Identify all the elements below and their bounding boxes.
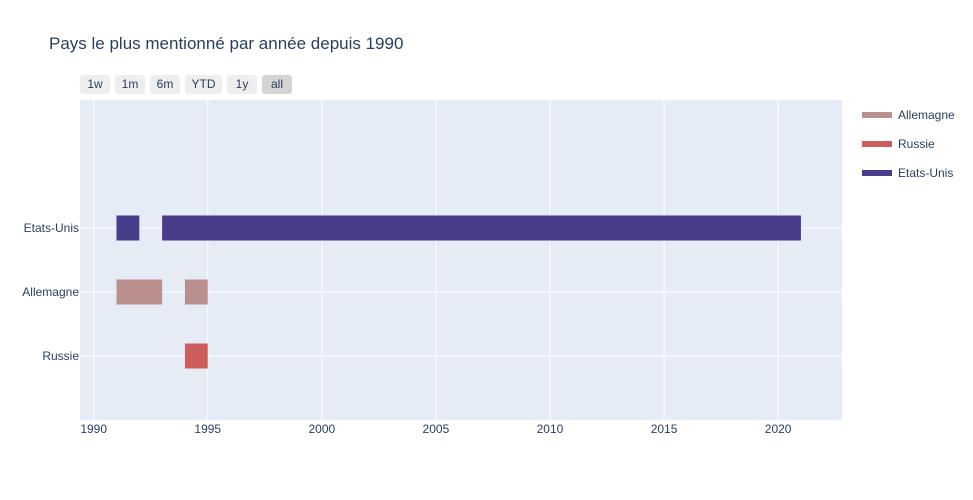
range-button-1y[interactable]: 1y [227,75,257,94]
timeline-bar[interactable] [184,279,208,305]
x-tick-label: 1995 [194,422,221,436]
x-tick-label: 1990 [80,422,107,436]
timeline-bar[interactable] [116,215,140,241]
range-button-all[interactable]: all [262,75,292,94]
range-button-1w[interactable]: 1w [80,75,110,94]
legend[interactable]: Allemagne Russie Etats-Unis [862,108,955,180]
timeline-bar[interactable] [162,215,801,241]
timeline-bar[interactable] [184,343,208,369]
timeline-bar[interactable] [116,279,163,305]
timeline-bars [116,215,801,369]
legend-item-label[interactable]: Etats-Unis [898,166,953,180]
y-tick-label: Allemagne [22,285,79,299]
x-gridlines [93,100,779,420]
x-tick-label: 2020 [765,422,792,436]
y-axis-tick-labels: Etats-Unis Allemagne Russie [22,221,79,363]
range-button-6m[interactable]: 6m [150,75,180,94]
x-axis-tick-labels: 1990 1995 2000 2005 2010 2015 2020 [80,422,791,436]
x-tick-label: 2010 [537,422,564,436]
legend-item-label[interactable]: Allemagne [898,108,955,122]
x-tick-label: 2015 [651,422,678,436]
range-button-1m[interactable]: 1m [115,75,145,94]
x-tick-label: 2005 [423,422,450,436]
range-button-ytd[interactable]: YTD [185,75,222,94]
legend-item-label[interactable]: Russie [898,137,935,151]
chart-title: Pays le plus mentionné par année depuis … [49,34,404,53]
x-tick-label: 2000 [308,422,335,436]
y-tick-label: Russie [42,349,79,363]
y-tick-label: Etats-Unis [24,221,79,235]
plot-area [80,100,842,420]
